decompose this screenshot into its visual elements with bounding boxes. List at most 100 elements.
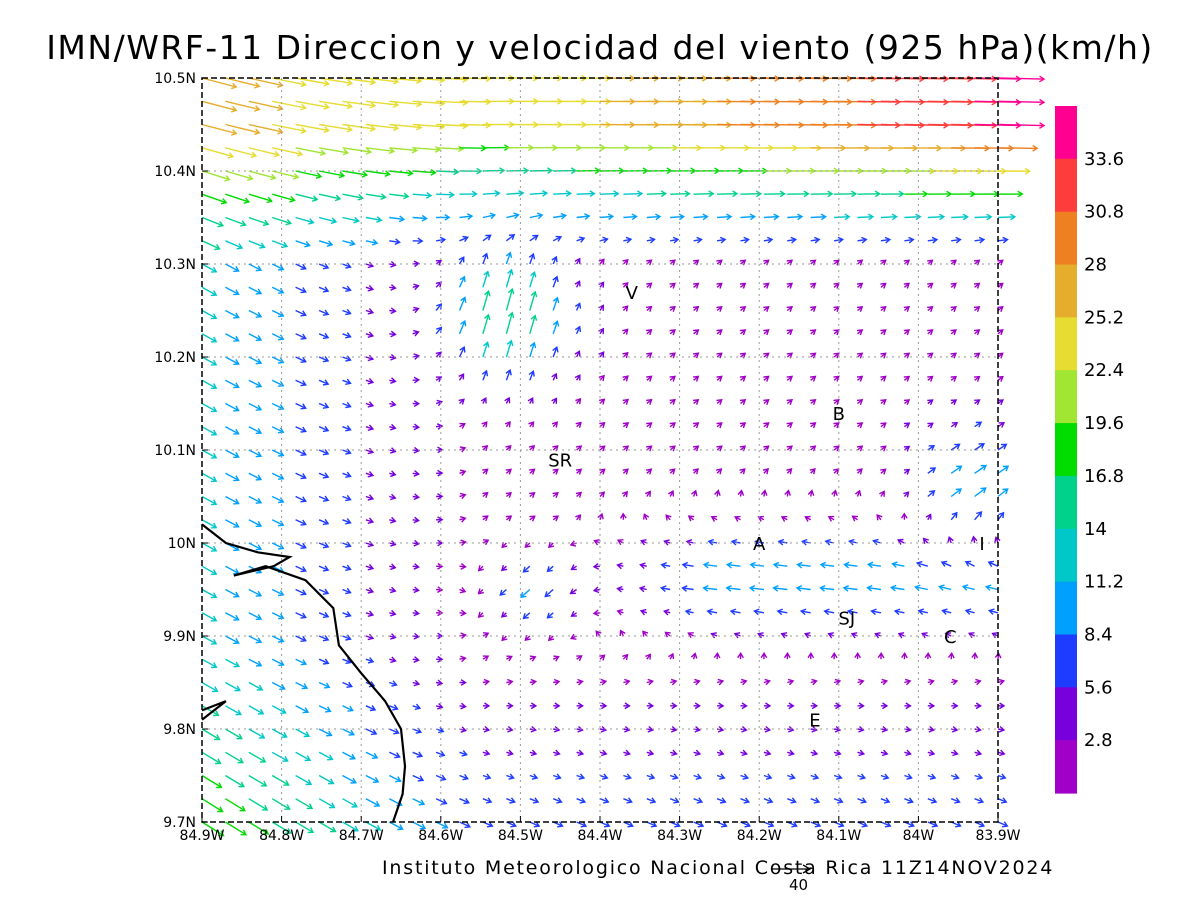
wind-vector bbox=[810, 821, 822, 828]
wind-vector bbox=[693, 773, 703, 780]
wind-vector bbox=[318, 77, 354, 86]
wind-vector bbox=[225, 356, 240, 366]
wind-vector bbox=[201, 658, 218, 669]
wind-vector bbox=[974, 678, 982, 686]
wind-vector bbox=[776, 608, 788, 616]
y-tick-label: 10.3N bbox=[154, 257, 196, 273]
wind-vector bbox=[412, 237, 424, 245]
wind-vector bbox=[984, 584, 999, 591]
wind-vector bbox=[599, 236, 609, 244]
wind-vector bbox=[693, 422, 700, 429]
wind-vector bbox=[763, 678, 771, 686]
wind-vector bbox=[225, 519, 240, 528]
wind-vector bbox=[599, 654, 606, 661]
wind-vector bbox=[927, 375, 934, 382]
wind-vector bbox=[201, 821, 225, 837]
wind-vector bbox=[927, 329, 934, 336]
wind-vector bbox=[846, 608, 858, 616]
wind-vector bbox=[777, 538, 788, 546]
wind-vector bbox=[599, 678, 608, 686]
wind-vector bbox=[997, 375, 1004, 382]
wind-vector bbox=[623, 702, 631, 710]
wind-vector bbox=[668, 490, 675, 497]
wind-vector bbox=[271, 728, 288, 738]
wind-vector bbox=[342, 285, 352, 292]
wind-vector bbox=[685, 539, 694, 546]
wind-vector bbox=[342, 332, 352, 339]
wind-vector bbox=[833, 422, 840, 429]
wind-vector bbox=[716, 259, 723, 266]
wind-vector bbox=[551, 421, 559, 428]
wind-vector bbox=[295, 263, 307, 270]
wind-vector bbox=[389, 400, 397, 408]
wind-vector bbox=[740, 702, 748, 710]
wind-vector bbox=[925, 513, 932, 521]
wind-vector bbox=[318, 309, 330, 316]
wind-vector bbox=[524, 541, 531, 548]
wind-vector bbox=[616, 539, 624, 546]
wind-vector bbox=[786, 422, 794, 429]
wind-vector bbox=[435, 821, 449, 829]
wind-vector bbox=[318, 821, 337, 833]
wind-vector bbox=[295, 170, 323, 179]
wind-vector bbox=[987, 560, 999, 567]
wind-vector bbox=[622, 653, 629, 661]
wind-vector bbox=[201, 193, 228, 205]
wind-vector bbox=[880, 797, 891, 804]
wind-vector bbox=[664, 631, 671, 638]
wind-vector bbox=[833, 749, 842, 757]
wind-vector bbox=[412, 423, 421, 431]
wind-vector bbox=[529, 773, 539, 780]
wind-vector bbox=[576, 678, 584, 686]
wind-vector bbox=[834, 702, 842, 710]
wind-vector bbox=[619, 512, 627, 520]
wind-vector bbox=[760, 651, 768, 660]
wind-vector bbox=[529, 290, 538, 311]
wind-vector bbox=[810, 725, 818, 733]
wind-vector bbox=[412, 586, 420, 594]
wind-vector bbox=[318, 286, 330, 293]
wind-vector bbox=[505, 491, 513, 498]
wind-vector bbox=[529, 702, 538, 710]
wind-vector bbox=[646, 797, 657, 804]
wind-vector bbox=[225, 821, 248, 836]
wind-vector bbox=[459, 702, 467, 710]
colorbar-swatch bbox=[1055, 581, 1077, 635]
wind-vector bbox=[201, 100, 238, 113]
colorbar-swatch bbox=[1055, 740, 1077, 794]
wind-vector bbox=[622, 328, 629, 335]
wind-vector bbox=[716, 236, 727, 244]
wind-vector bbox=[365, 728, 378, 736]
wind-vector bbox=[248, 216, 270, 227]
wind-vector bbox=[575, 397, 582, 405]
wind-vector bbox=[201, 798, 224, 813]
wind-vector bbox=[389, 586, 397, 594]
wind-vector bbox=[575, 468, 583, 475]
wind-vector bbox=[716, 375, 723, 382]
wind-vector bbox=[786, 329, 794, 336]
wind-vector bbox=[843, 561, 858, 569]
wind-vector bbox=[997, 399, 1004, 406]
wind-vector bbox=[810, 213, 828, 221]
wind-vector bbox=[997, 190, 1024, 198]
wind-vector bbox=[365, 751, 379, 759]
colorbar-swatch bbox=[1055, 211, 1077, 266]
wind-vector bbox=[795, 584, 811, 592]
wind-vector bbox=[733, 632, 741, 639]
wind-vector bbox=[904, 773, 913, 780]
wind-vector bbox=[295, 193, 319, 202]
wind-vector bbox=[248, 170, 277, 181]
wind-vector bbox=[342, 821, 359, 832]
wind-vector bbox=[412, 516, 420, 524]
wind-vector bbox=[857, 213, 875, 221]
x-tick-label: 84.8W bbox=[259, 828, 304, 844]
wind-vector bbox=[412, 400, 421, 408]
colorbar-swatch bbox=[1055, 317, 1077, 371]
wind-vector bbox=[997, 98, 1046, 106]
footer-credit: Instituto Meteorologico Nacional Costa R… bbox=[382, 857, 1055, 879]
wind-vector bbox=[599, 468, 606, 475]
wind-vector bbox=[716, 329, 723, 336]
wind-vector bbox=[763, 797, 774, 804]
wind-vector bbox=[640, 539, 648, 546]
wind-vector bbox=[623, 236, 633, 244]
